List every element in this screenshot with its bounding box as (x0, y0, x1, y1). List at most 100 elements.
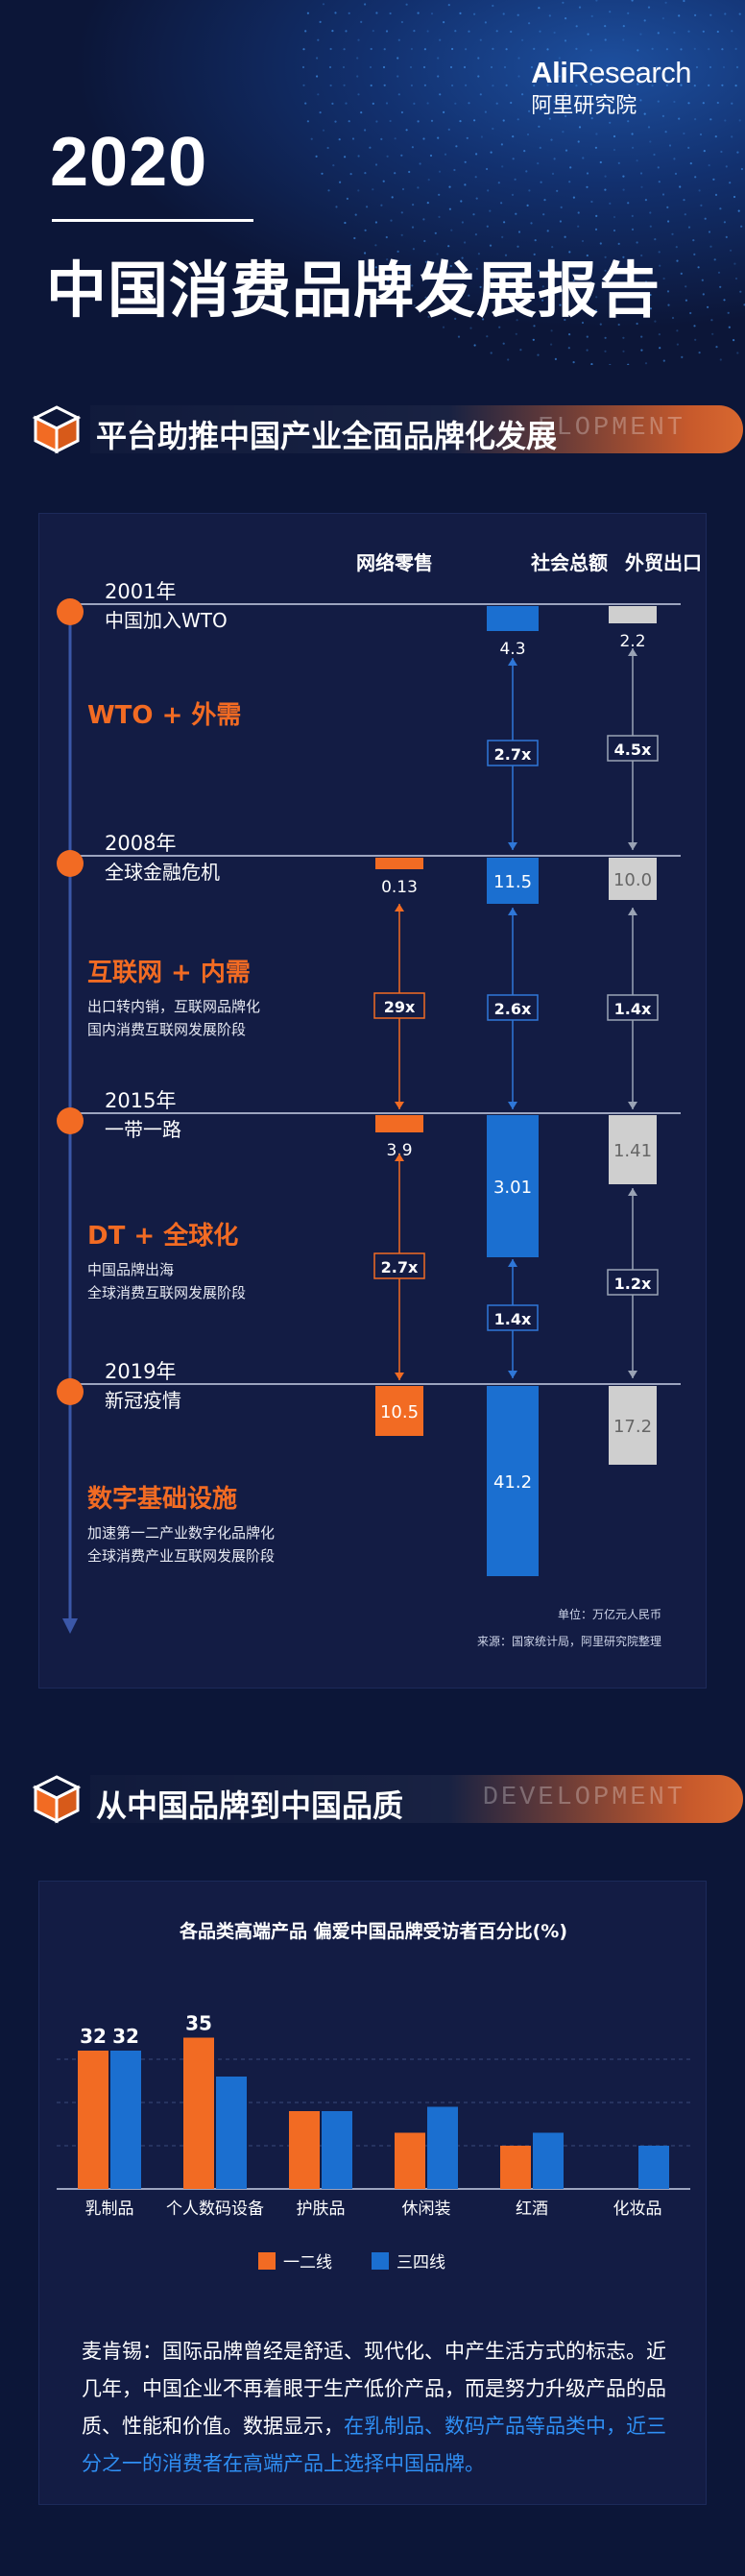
hero-dot (590, 49, 592, 51)
hero-dot (627, 120, 629, 122)
hero-dot (733, 339, 734, 341)
hero-dot (317, 93, 319, 95)
hero-dot (365, 230, 367, 231)
hero-dot (506, 48, 508, 50)
milestone-dot (57, 1107, 84, 1134)
hero-dot (632, 0, 634, 2)
hero-dot (344, 222, 346, 224)
hero-dot (437, 75, 439, 77)
hero-dot (390, 220, 392, 222)
connector-arrow (508, 842, 517, 850)
hero-dot (398, 39, 400, 41)
hero-dot (401, 234, 403, 236)
hero-dot (353, 237, 355, 239)
hero-dot (613, 230, 615, 231)
hero-dot (595, 215, 597, 217)
bar-value: 17.2 (613, 1417, 652, 1437)
bar-tier12 (183, 2038, 214, 2190)
phase-title: DT + 全球化 (87, 1221, 238, 1251)
hero-dot (687, 31, 689, 33)
hero-dot (439, 39, 441, 41)
milestone-event: 中国加入WTO (105, 609, 228, 632)
hero-dot (702, 279, 704, 281)
connector-arrow (508, 658, 517, 666)
bar-export (609, 606, 657, 623)
hero-dot (554, 158, 556, 159)
hero-dot (688, 227, 690, 229)
hero-dot (729, 182, 731, 183)
source-note: 来源：国家统计局，阿里研究院整理 (477, 1634, 661, 1648)
hero-dot (307, 120, 309, 122)
hero-dot (486, 168, 488, 170)
category-label: 休闲装 (402, 2199, 451, 2219)
hero-dot (717, 31, 719, 33)
hero-dot (386, 102, 388, 104)
hero-dot (424, 48, 426, 50)
hero-dot (504, 66, 506, 68)
hero-dot (467, 137, 469, 139)
hero-dot (450, 66, 452, 68)
hero-dot (659, 181, 661, 182)
hero-dot (604, 189, 606, 191)
hero-dot (360, 111, 362, 113)
hero-dot (386, 30, 388, 32)
hero-dot (372, 188, 373, 190)
hero-dot (487, 226, 489, 228)
bar-tier34 (533, 2133, 564, 2190)
multiplier-label: 2.6x (494, 1000, 532, 1018)
hero-dot (372, 103, 374, 105)
hero-dot (681, 356, 683, 358)
multiplier-label: 1.2x (614, 1275, 652, 1293)
milestone-event: 新冠疫情 (105, 1389, 181, 1412)
hero-dot (475, 233, 477, 235)
category-label: 化妆品 (613, 2199, 662, 2219)
hero-dot (343, 66, 345, 68)
hero-dot (703, 31, 705, 33)
hero-dot (694, 176, 696, 178)
hero-dot (465, 161, 467, 163)
brand-logo: AliResearch 阿里研究院 (531, 56, 691, 119)
hero-dot (397, 57, 398, 59)
phase-title: 数字基础设施 (87, 1484, 237, 1514)
connector-arrow (395, 1102, 404, 1109)
hero-dot (316, 75, 318, 77)
hero-dot (627, 12, 629, 14)
hero-dot (562, 131, 564, 133)
bar-chart: 各品类高端产品 偏爱中国品牌受访者百分比(%)32 32乳制品35个人数码设备 护肤… (39, 1882, 708, 2304)
hero-dot (345, 30, 347, 32)
hero-dot (422, 137, 424, 139)
hero-dot (609, 203, 611, 205)
hero-dot (569, 166, 571, 168)
hero-dot (709, 246, 711, 248)
hero-dot (699, 189, 701, 191)
multiplier-label: 2.7x (494, 745, 532, 764)
hero-dot (323, 130, 324, 132)
hero-dot (323, 3, 324, 5)
column-header: 外贸出口 (625, 551, 702, 574)
hero-dot (477, 75, 479, 77)
hero-dot (645, 199, 647, 201)
hero-dot (412, 146, 414, 148)
hero-dot (703, 102, 705, 104)
phase-desc: 全球消费互联网发展阶段 (87, 1284, 246, 1301)
hero-dot (736, 352, 738, 353)
hero-dot (384, 48, 386, 50)
hero-dot (517, 14, 519, 16)
hero-dot (472, 213, 474, 215)
hero-dot (492, 5, 493, 7)
hero-dot (632, 133, 634, 134)
hero-dot (637, 159, 638, 161)
hero-dot (430, 155, 432, 157)
hero-dot (586, 186, 588, 188)
hero-dot (321, 173, 323, 175)
hero-dot (527, 134, 529, 135)
hero-dot (507, 358, 509, 360)
hero-dot (344, 85, 346, 86)
hero-dot (401, 211, 403, 213)
bar-tier12 (289, 2111, 320, 2189)
hero-dot (464, 66, 466, 68)
hero-dot (666, 207, 668, 208)
hero-dot (622, 176, 624, 178)
hero-banner: AliResearch 阿里研究院 2020 中国消费品牌发展报告 (0, 0, 745, 365)
hero-dot (613, 135, 615, 137)
